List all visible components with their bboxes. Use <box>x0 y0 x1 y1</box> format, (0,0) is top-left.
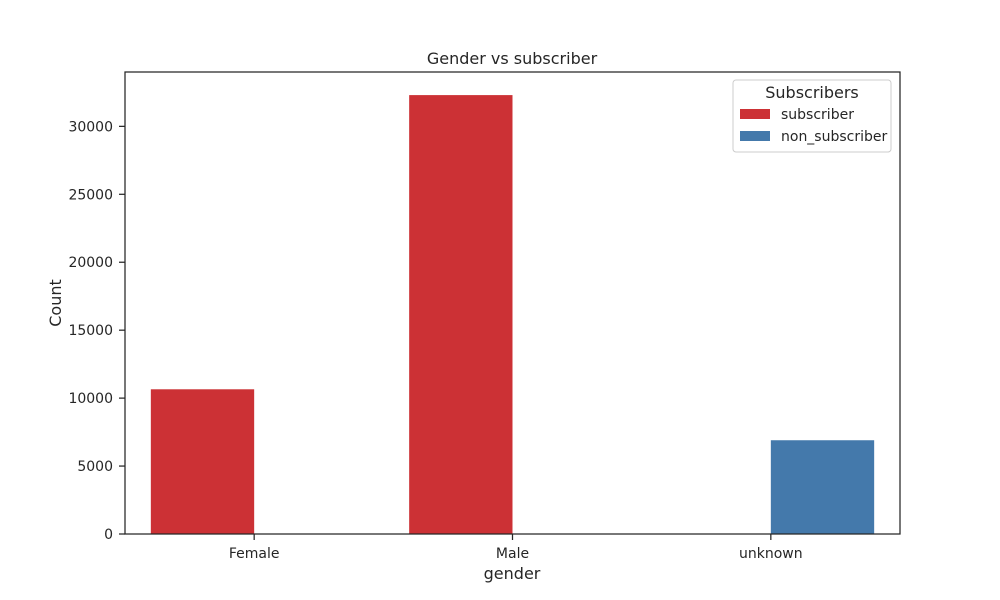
y-tick-label: 10000 <box>68 391 113 407</box>
y-tick-label: 20000 <box>68 255 113 271</box>
bar-subscriber-female <box>150 389 255 534</box>
y-tick-label: 5000 <box>77 459 113 475</box>
chart-title: Gender vs subscriber <box>427 49 598 68</box>
legend-title: Subscribers <box>765 83 859 102</box>
legend: Subscribers subscriber non_subscriber <box>732 79 892 153</box>
legend-box <box>732 79 892 153</box>
y-tick-label: 25000 <box>68 187 113 203</box>
plot-frame <box>124 71 901 535</box>
x-tick-label: Male <box>496 546 529 562</box>
y-axis: 0 5000 10000 15000 20000 25000 30000 <box>68 119 125 543</box>
bars-group <box>150 95 875 534</box>
legend-swatch-subscriber <box>740 109 770 119</box>
y-tick-label: 30000 <box>68 119 113 135</box>
legend-label-subscriber: subscriber <box>781 107 854 123</box>
legend-label-non-subscriber: non_subscriber <box>781 129 888 145</box>
x-axis: Female Male unknown <box>229 534 803 562</box>
y-tick-label: 0 <box>104 527 113 543</box>
x-axis-title: gender <box>484 564 541 583</box>
y-axis-title: Count <box>46 279 65 327</box>
x-tick-label: Female <box>229 546 280 562</box>
y-tick-label: 15000 <box>68 323 113 339</box>
bar-subscriber-male <box>409 95 513 534</box>
bar-non-subscriber-unknown <box>770 440 875 534</box>
legend-swatch-non-subscriber <box>740 131 770 141</box>
x-tick-label: unknown <box>739 546 803 562</box>
